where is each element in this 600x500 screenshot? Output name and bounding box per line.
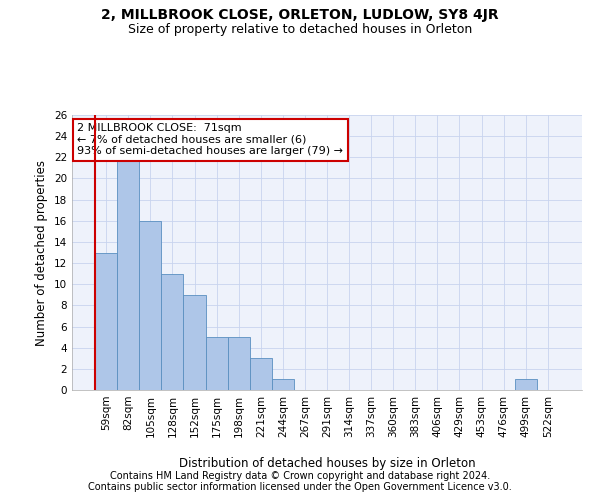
Text: Contains public sector information licensed under the Open Government Licence v3: Contains public sector information licen… [88,482,512,492]
Bar [95,252,117,390]
Y-axis label: Number of detached properties: Number of detached properties [35,160,49,346]
Bar [117,158,139,390]
Bar [272,380,294,390]
Bar [161,274,184,390]
Text: Contains HM Land Registry data © Crown copyright and database right 2024.: Contains HM Land Registry data © Crown c… [110,471,490,481]
Bar [206,337,227,390]
Bar [515,380,537,390]
Text: Distribution of detached houses by size in Orleton: Distribution of detached houses by size … [179,458,475,470]
Bar [184,295,206,390]
Bar [227,337,250,390]
Text: Size of property relative to detached houses in Orleton: Size of property relative to detached ho… [128,22,472,36]
Bar [250,358,272,390]
Text: 2, MILLBROOK CLOSE, ORLETON, LUDLOW, SY8 4JR: 2, MILLBROOK CLOSE, ORLETON, LUDLOW, SY8… [101,8,499,22]
Text: 2 MILLBROOK CLOSE:  71sqm
← 7% of detached houses are smaller (6)
93% of semi-de: 2 MILLBROOK CLOSE: 71sqm ← 7% of detache… [77,123,343,156]
Bar [139,221,161,390]
